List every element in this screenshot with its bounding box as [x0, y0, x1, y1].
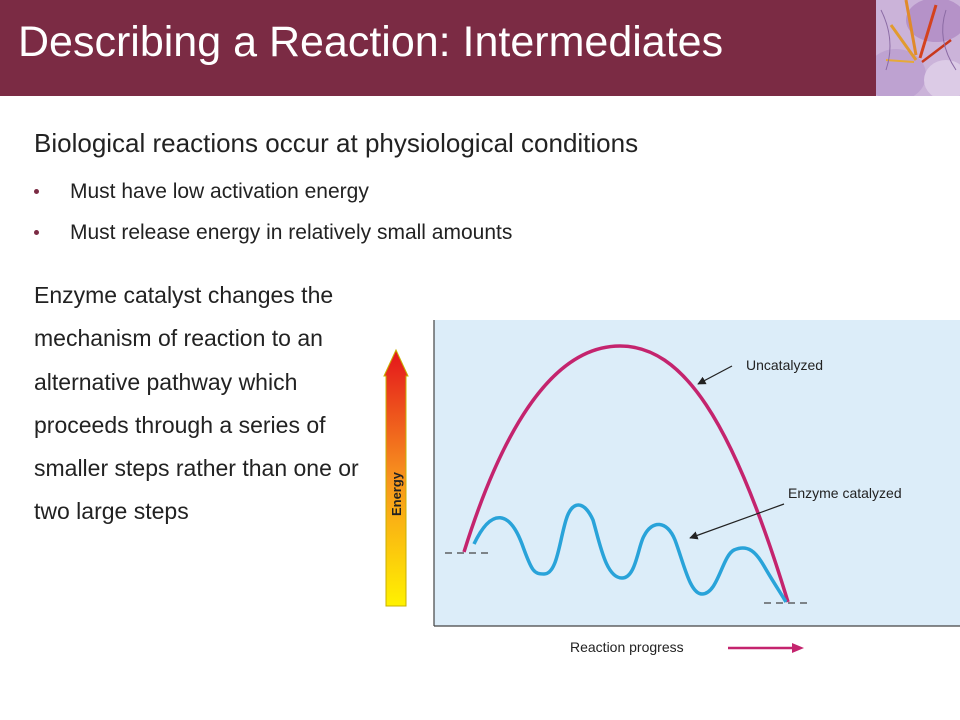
- bullet-text: Must release energy in relatively small …: [70, 221, 513, 244]
- bullet-item: Must release energy in relatively small …: [34, 217, 512, 258]
- slide-title: Describing a Reaction: Intermediates: [18, 18, 724, 66]
- title-bar: Describing a Reaction: Intermediates: [0, 0, 876, 96]
- enzyme-pointer: [689, 503, 785, 540]
- uncatalyzed-curve: [462, 344, 790, 603]
- bullet-text: Must have low activation energy: [70, 180, 369, 203]
- bullet-list: Must have low activation energy Must rel…: [34, 176, 512, 258]
- bullet-item: Must have low activation energy: [34, 176, 512, 217]
- enzyme-catalyzed-curve: [472, 503, 788, 603]
- y-axis-label: Energy: [389, 471, 404, 516]
- uncatalyzed-label: Uncatalyzed: [746, 357, 823, 373]
- enzyme-catalyzed-label: Enzyme catalyzed: [788, 485, 902, 501]
- plot-area: [434, 320, 960, 626]
- main-heading: Biological reactions occur at physiologi…: [34, 128, 639, 158]
- energy-arrow-icon: [383, 348, 409, 607]
- x-axis-label: Reaction progress: [570, 639, 684, 655]
- uncatalyzed-pointer: [697, 365, 733, 385]
- bullet-dot-icon: [34, 189, 39, 194]
- reaction-progress-arrowhead-icon: [792, 643, 804, 653]
- bullet-dot-icon: [34, 230, 39, 235]
- energy-diagram: Energy Uncatalyzed Enzyme catalyzed Reac…: [383, 320, 960, 655]
- explanation-paragraph: Enzyme catalyst changes the mechanism of…: [34, 282, 359, 525]
- flower-image: [876, 0, 960, 96]
